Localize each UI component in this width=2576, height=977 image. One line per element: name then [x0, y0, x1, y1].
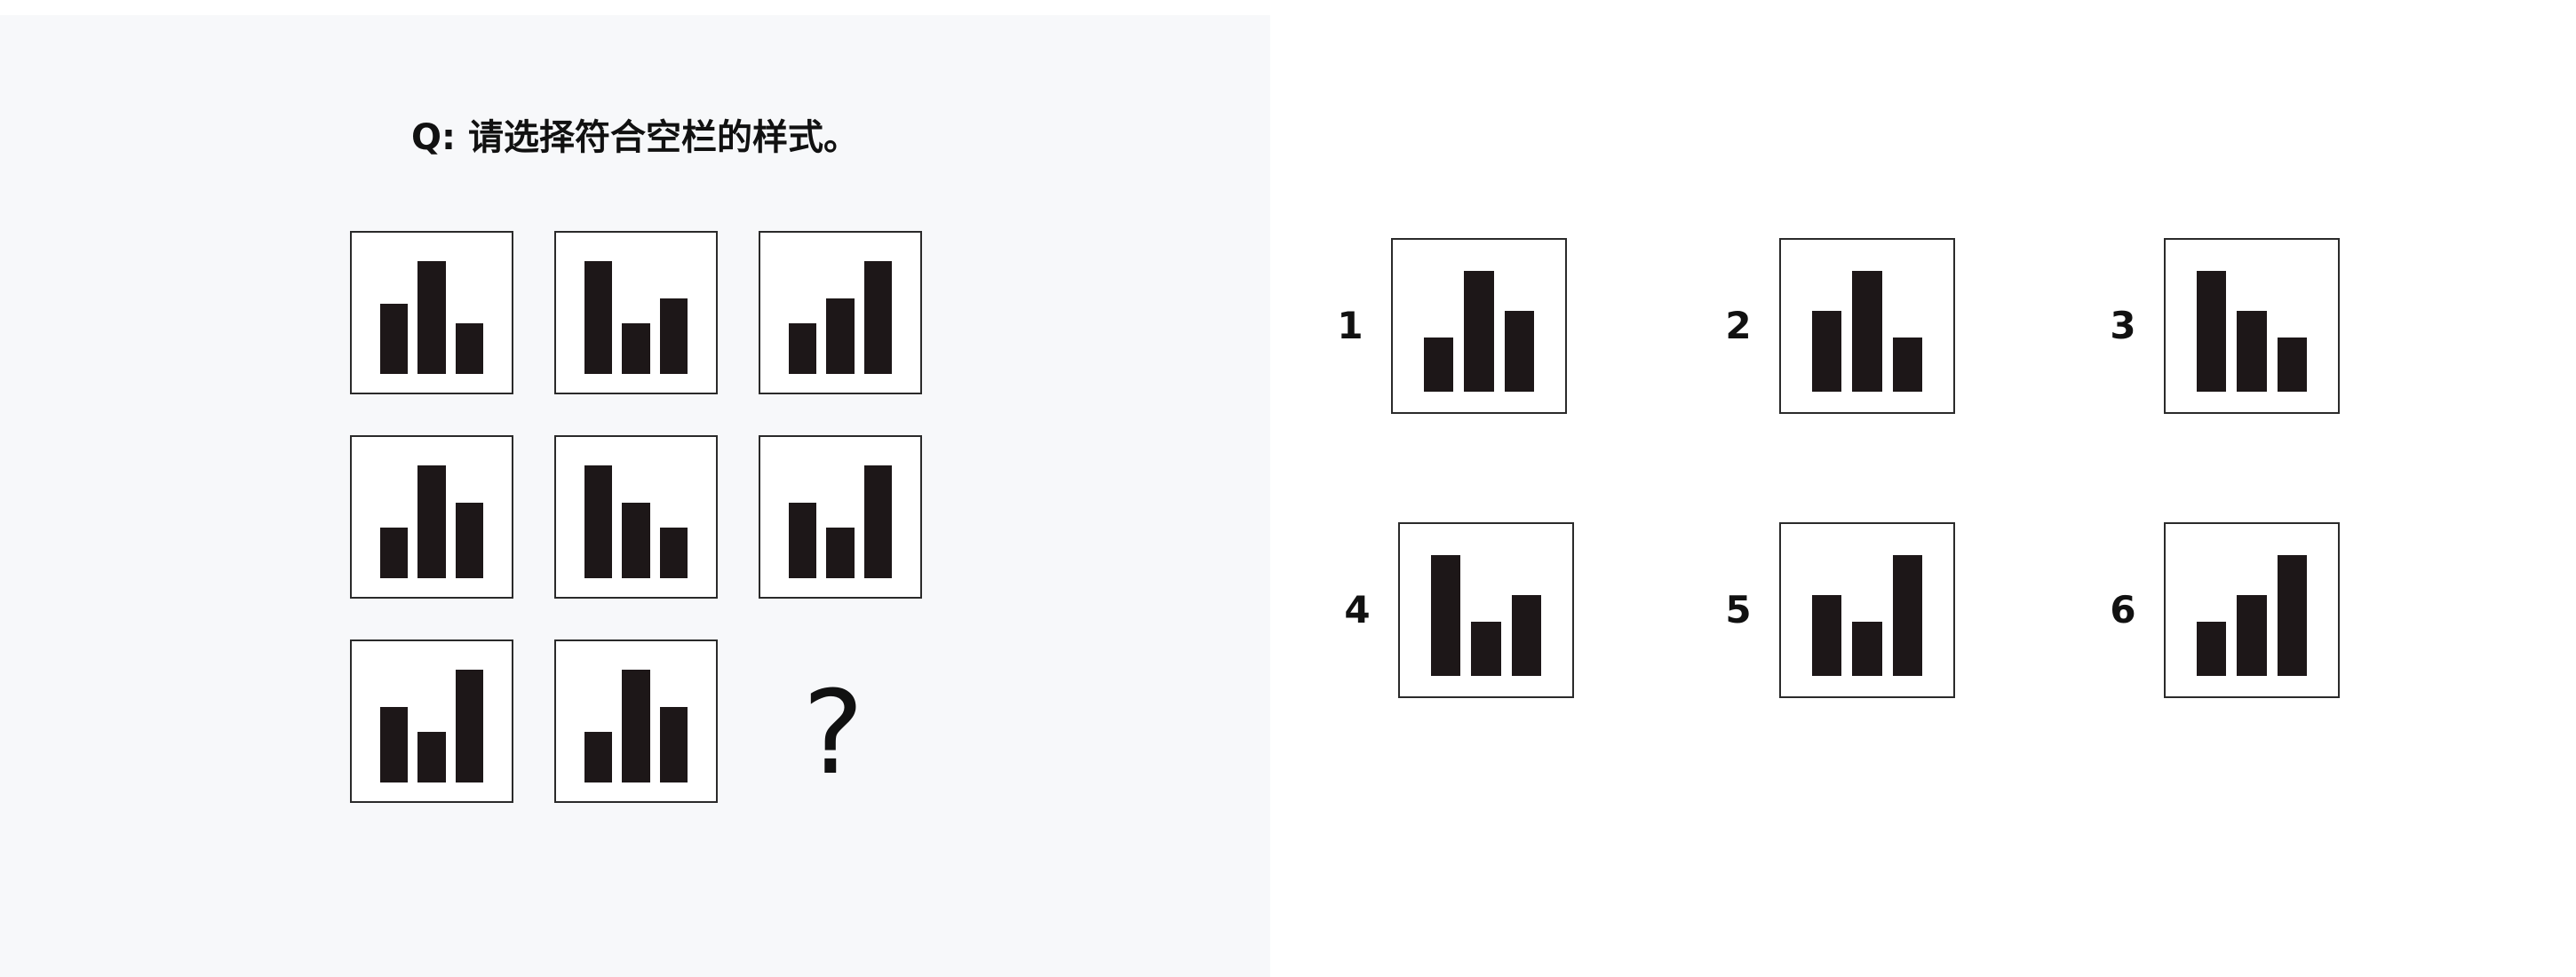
option-label: 6	[2110, 588, 2136, 631]
bar	[455, 502, 483, 578]
option-label: 2	[1725, 304, 1752, 347]
bar	[2277, 337, 2308, 393]
option-3-tile[interactable]	[2164, 238, 2340, 414]
option-1-tile[interactable]	[1391, 238, 1567, 414]
bar	[1852, 270, 1882, 393]
bar	[789, 502, 817, 578]
bar	[1892, 554, 1923, 677]
bar	[455, 670, 483, 782]
bar	[1892, 337, 1923, 393]
option-6-tile[interactable]	[2164, 522, 2340, 698]
bar	[584, 731, 613, 782]
bar	[826, 527, 855, 578]
question-text: Q: 请选择符合空栏的样式。	[411, 117, 859, 158]
bar	[2237, 310, 2267, 393]
option-2-tile[interactable]	[1779, 238, 1955, 414]
bar	[380, 304, 409, 374]
option-4-tile[interactable]	[1398, 522, 1574, 698]
matrix-tile	[350, 231, 513, 394]
bar	[1430, 554, 1461, 677]
bar	[584, 261, 613, 374]
bar	[659, 298, 688, 374]
matrix-tile	[350, 639, 513, 803]
bar	[417, 261, 446, 374]
bar	[380, 706, 409, 782]
matrix-tile	[554, 231, 718, 394]
option-5-tile[interactable]	[1779, 522, 1955, 698]
bar	[1504, 310, 1535, 393]
bar	[1423, 337, 1454, 393]
option-label: 5	[1725, 588, 1752, 631]
bar	[622, 322, 650, 374]
option-label: 1	[1337, 304, 1364, 347]
option-label: 3	[2110, 304, 2136, 347]
bar	[2196, 621, 2227, 677]
matrix-tile	[554, 435, 718, 599]
option-label: 4	[1344, 588, 1371, 631]
bar	[1471, 621, 1501, 677]
matrix-tile	[350, 435, 513, 599]
missing-cell-question-mark: ?	[802, 665, 864, 800]
bar	[380, 527, 409, 578]
bar	[826, 298, 855, 374]
bar	[622, 502, 650, 578]
matrix-tile	[759, 435, 922, 599]
bar	[417, 465, 446, 578]
matrix-tile	[554, 639, 718, 803]
bar	[1811, 310, 1842, 393]
bar	[789, 322, 817, 374]
bar	[584, 465, 613, 578]
bar	[622, 670, 650, 782]
bar	[863, 261, 892, 374]
bar	[1811, 594, 1842, 677]
bar	[2196, 270, 2227, 393]
bar	[1511, 594, 1542, 677]
bar	[2277, 554, 2308, 677]
bar	[417, 731, 446, 782]
bar	[455, 322, 483, 374]
bar	[1464, 270, 1494, 393]
matrix-tile	[759, 231, 922, 394]
bar	[863, 465, 892, 578]
bar	[2237, 594, 2267, 677]
bar	[659, 706, 688, 782]
bar	[1852, 621, 1882, 677]
bar	[659, 527, 688, 578]
